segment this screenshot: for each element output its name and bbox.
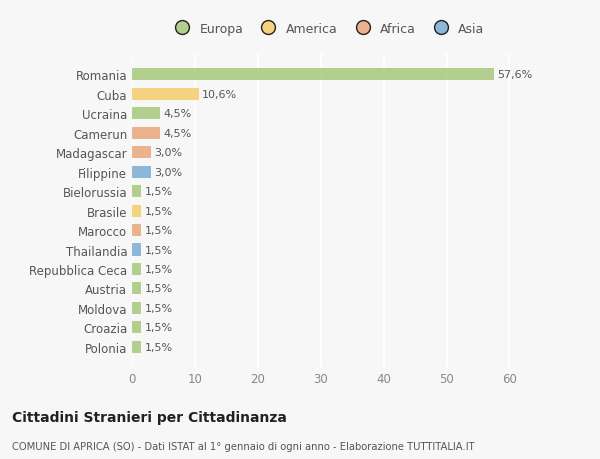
Bar [132,263,142,275]
Bar [132,205,142,217]
Bar [132,89,199,101]
Text: 57,6%: 57,6% [497,70,533,80]
Bar [132,69,494,81]
Text: 1,5%: 1,5% [145,284,173,294]
Text: 4,5%: 4,5% [163,109,192,119]
Bar [132,341,142,353]
Bar [132,108,160,120]
Bar [132,322,142,334]
Bar [132,224,142,236]
Bar [132,302,142,314]
Text: 1,5%: 1,5% [145,187,173,197]
Bar [132,283,142,295]
Text: Cittadini Stranieri per Cittadinanza: Cittadini Stranieri per Cittadinanza [12,411,287,425]
Text: 1,5%: 1,5% [145,303,173,313]
Text: 1,5%: 1,5% [145,342,173,352]
Text: 1,5%: 1,5% [145,264,173,274]
Bar [132,147,151,159]
Text: 3,0%: 3,0% [154,168,182,177]
Text: 1,5%: 1,5% [145,225,173,235]
Text: 1,5%: 1,5% [145,206,173,216]
Text: 3,0%: 3,0% [154,148,182,158]
Text: 4,5%: 4,5% [163,129,192,139]
Text: COMUNE DI APRICA (SO) - Dati ISTAT al 1° gennaio di ogni anno - Elaborazione TUT: COMUNE DI APRICA (SO) - Dati ISTAT al 1°… [12,441,475,451]
Bar [132,128,160,140]
Text: 10,6%: 10,6% [202,90,237,100]
Bar [132,244,142,256]
Bar [132,166,151,179]
Text: 1,5%: 1,5% [145,245,173,255]
Text: 1,5%: 1,5% [145,323,173,333]
Legend: Europa, America, Africa, Asia: Europa, America, Africa, Asia [164,17,490,40]
Bar [132,186,142,198]
